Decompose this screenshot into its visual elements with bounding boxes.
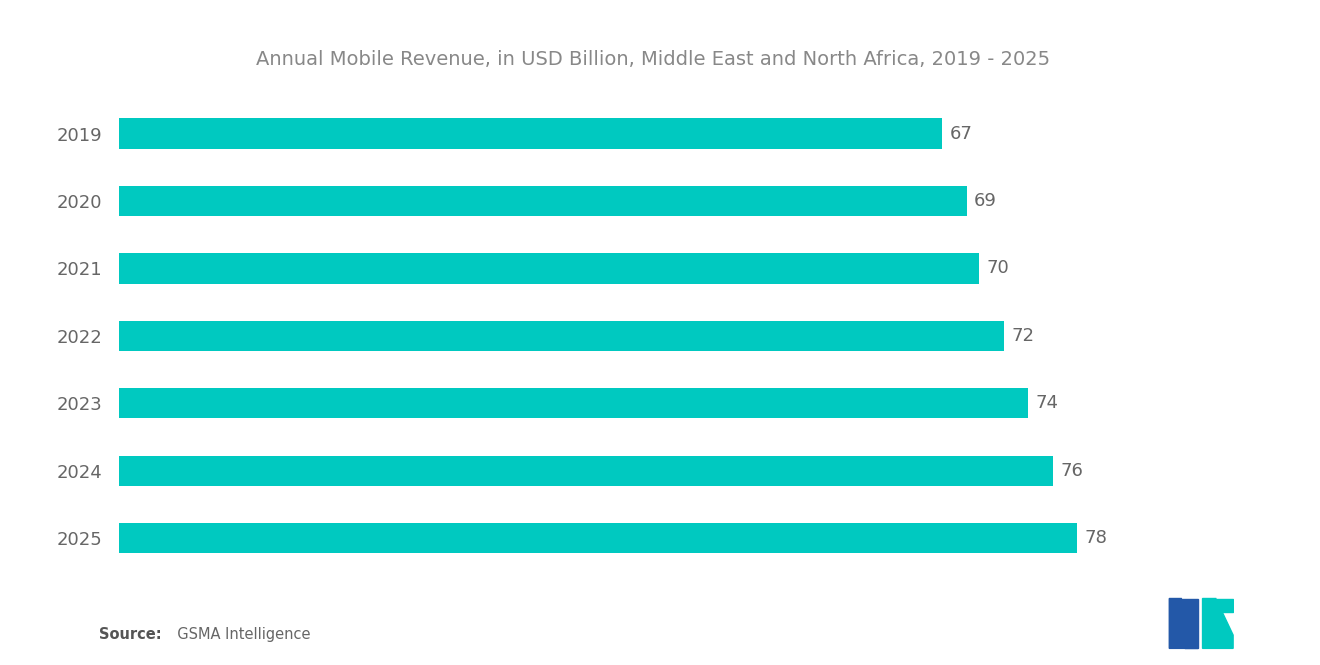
Polygon shape	[1170, 598, 1197, 648]
Polygon shape	[1181, 598, 1197, 648]
Text: 67: 67	[949, 124, 973, 142]
Bar	[119, 456, 1053, 486]
Bar	[119, 186, 966, 216]
Bar	[119, 388, 1028, 418]
Text: 70: 70	[986, 259, 1010, 277]
Text: 76: 76	[1060, 462, 1084, 479]
Text: 69: 69	[974, 192, 997, 210]
Text: 72: 72	[1011, 327, 1034, 345]
Text: 78: 78	[1085, 529, 1107, 547]
Text: GSMA Intelligence: GSMA Intelligence	[168, 626, 310, 642]
Bar	[119, 321, 1003, 351]
Title: Annual Mobile Revenue, in USD Billion, Middle East and North Africa, 2019 - 2025: Annual Mobile Revenue, in USD Billion, M…	[256, 51, 1051, 69]
Bar	[119, 523, 1077, 553]
Polygon shape	[1203, 598, 1233, 648]
Polygon shape	[1216, 598, 1233, 612]
Bar	[119, 118, 942, 149]
Text: Source:: Source:	[99, 626, 161, 642]
Text: 74: 74	[1036, 394, 1059, 412]
Bar	[119, 253, 979, 283]
